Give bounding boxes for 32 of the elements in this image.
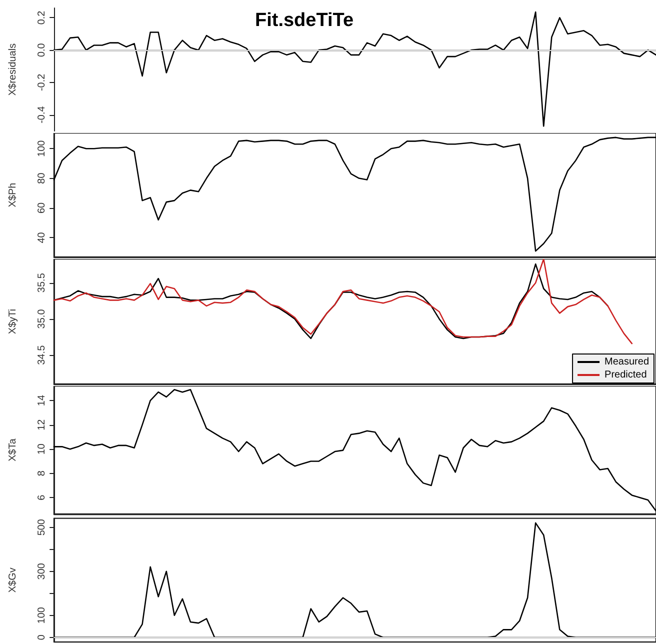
y-tick-label: 80 <box>36 172 48 184</box>
y-tick-label: 500 <box>36 518 48 536</box>
y-tick-label: 0.0 <box>36 42 48 58</box>
y-tick-label: 300 <box>36 562 48 580</box>
line-series <box>53 388 656 512</box>
y-tick-label: 8 <box>36 470 48 476</box>
y-axis-title: X$yTi <box>8 308 18 334</box>
y-axis-title: X$Ph <box>8 182 18 208</box>
y-tick-label: -0.4 <box>36 106 48 124</box>
y-tick-label: 6 <box>36 494 48 500</box>
y-tick-label: 35.0 <box>36 308 48 329</box>
y-tick-label: 100 <box>36 140 48 157</box>
y-axis-title: X$Ta <box>8 438 18 462</box>
y-tick-label: 100 <box>36 606 48 624</box>
y-tick-label: 60 <box>36 202 48 214</box>
y-tick-label: 14 <box>36 394 48 406</box>
y-tick-label: -0.2 <box>36 73 48 92</box>
legend-label: Measured <box>604 356 649 368</box>
y-tick-label: 34.5 <box>36 344 48 365</box>
y-axis-title: X$Gv <box>8 568 18 593</box>
y-tick-label: 0 <box>36 634 48 640</box>
y-tick-label: 12 <box>36 418 48 430</box>
line-series <box>53 11 656 127</box>
y-tick-label: 40 <box>36 232 48 244</box>
line-series <box>53 522 656 638</box>
y-tick-label: 0.2 <box>36 10 48 25</box>
legend-label: Predicted <box>604 370 647 380</box>
chart-title: Fit.sdeTiTe <box>255 10 354 31</box>
line-series <box>53 136 656 252</box>
y-tick-label: 10 <box>36 443 48 455</box>
y-axis-title: X$residuals <box>8 43 18 96</box>
y-tick-label: 35.5 <box>36 272 48 293</box>
